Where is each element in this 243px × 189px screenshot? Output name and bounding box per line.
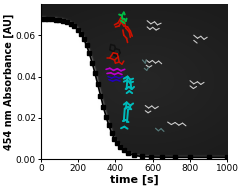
- X-axis label: time [s]: time [s]: [110, 175, 158, 185]
- Y-axis label: 454 nm Absorbance [AU]: 454 nm Absorbance [AU]: [4, 14, 14, 150]
